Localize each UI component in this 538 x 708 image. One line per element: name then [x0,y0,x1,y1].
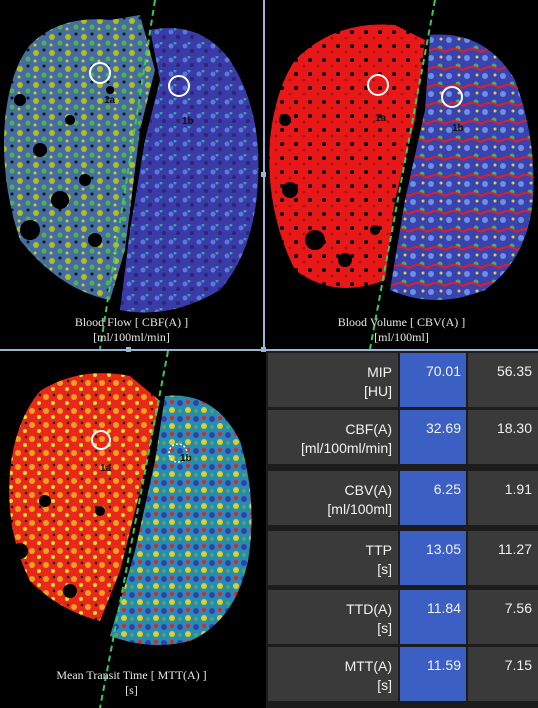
parameter-unit: [s] [377,620,392,636]
table-row: CBV(A) [ml/100ml] 6.25 1.91 [266,469,538,526]
table-row: TTP [s] 13.05 11.27 [266,529,538,586]
roi-1a-value: 11.84 [400,590,466,644]
roi-1a-value: 13.05 [400,531,466,585]
cbf-caption-title: Blood Flow [ CBF(A) ] [74,315,189,329]
roi-circle-1a[interactable] [91,430,111,450]
parameter-name: CBF(A) [345,421,392,437]
parameter-name: TTD(A) [346,601,392,617]
roi-1b-value: 56.35 [468,353,538,407]
parameter-unit: [HU] [364,383,392,399]
mtt-caption-title: Mean Transit Time [ MTT(A) ] [56,668,207,682]
cbf-brain-map [4,0,259,349]
parameter-name: MTT(A) [344,658,392,674]
roi-1b-value: 18.30 [468,410,538,464]
cbv-caption-title: Blood Volume [ CBV(A) ] [337,315,466,329]
cbv-map-panel[interactable]: 1a 1b Blood Volume [ CBV(A) ] [ml/100ml] [265,0,538,349]
roi-circle-1a[interactable] [367,74,389,96]
roi-measurement-table: MIP [HU] 70.01 56.35 CBF(A) [ml/100ml/mi… [266,351,538,708]
table-row: MIP [HU] 70.01 56.35 [266,351,538,408]
table-row: MTT(A) [s] 11.59 7.15 [266,645,538,702]
mtt-caption: Mean Transit Time [ MTT(A) ] [s] [0,668,263,698]
parameter-label: TTP [s] [268,531,398,585]
roi-1a-value: 70.01 [400,353,466,407]
splitter-handle-center[interactable] [126,347,131,352]
parameter-unit: [ml/100ml] [327,501,392,517]
cbv-caption: Blood Volume [ CBV(A) ] [ml/100ml] [265,315,538,345]
roi-1b-value: 7.56 [468,590,538,644]
cbv-caption-unit: [ml/100ml] [374,330,429,344]
parameter-unit: [ml/100ml/min] [300,440,392,456]
roi-circle-1b[interactable] [441,86,463,108]
midline-dashed [99,0,156,349]
horizontal-splitter[interactable] [0,349,538,351]
roi-circle-1b[interactable] [168,75,190,97]
parameter-label: CBF(A) [ml/100ml/min] [268,410,398,464]
cbv-brain-map [269,0,534,349]
roi-1b-value: 1.91 [468,471,538,525]
midline-dashed [99,351,169,708]
midline-dashed [369,0,436,349]
cbf-caption-unit: [ml/100ml/min] [93,330,170,344]
mtt-brain-map [9,351,252,708]
mtt-map-panel[interactable]: 1a 1b Mean Transit Time [ MTT(A) ] [s] [0,351,263,708]
table-row: TTD(A) [s] 11.84 7.56 [266,588,538,645]
roi-1b-value: 11.27 [468,531,538,585]
parameter-unit: [s] [377,561,392,577]
roi-circle-1b[interactable] [168,443,188,463]
roi-1a-value: 32.69 [400,410,466,464]
parameter-name: TTP [365,542,392,558]
roi-1a-value: 6.25 [400,471,466,525]
parameter-label: MTT(A) [s] [268,647,398,701]
parameter-label: TTD(A) [s] [268,590,398,644]
roi-1a-value: 11.59 [400,647,466,701]
splitter-handle-middle[interactable] [261,347,266,352]
parameter-name: CBV(A) [344,482,392,498]
cbf-map-panel[interactable]: 1a 1b Blood Flow [ CBF(A) ] [ml/100ml/mi… [0,0,263,349]
parameter-label: MIP [HU] [268,353,398,407]
parameter-name: MIP [367,364,392,380]
roi-circle-1a[interactable] [89,62,111,84]
splitter-handle-top[interactable] [261,172,266,177]
mtt-caption-unit: [s] [125,683,138,697]
table-row: CBF(A) [ml/100ml/min] 32.69 18.30 [266,408,538,465]
cbf-caption: Blood Flow [ CBF(A) ] [ml/100ml/min] [0,315,263,345]
parameter-label: CBV(A) [ml/100ml] [268,471,398,525]
parameter-unit: [s] [377,677,392,693]
roi-1b-value: 7.15 [468,647,538,701]
